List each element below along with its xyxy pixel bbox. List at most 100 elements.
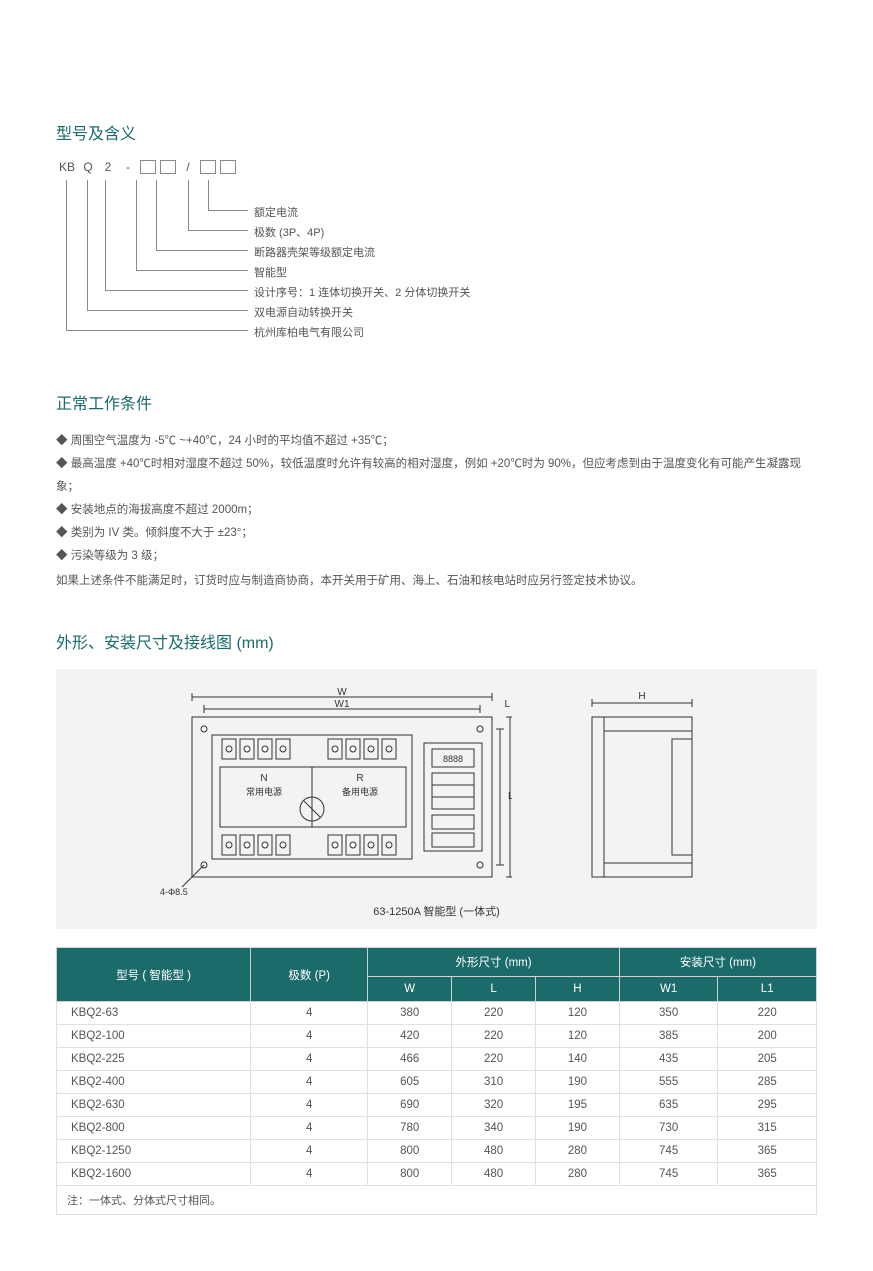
th-mount: 安装尺寸 (mm) [619, 948, 816, 977]
legend-label: 杭州库柏电气有限公司 [254, 324, 364, 340]
table-row: KBQ2-2254466220140435205 [57, 1048, 817, 1071]
table-cell: 190 [536, 1071, 620, 1094]
model-code-row: KB Q 2 - / [56, 160, 817, 174]
table-cell: KBQ2-100 [57, 1025, 251, 1048]
condition-text: 污染等级为 3 级； [71, 550, 164, 562]
th-model: 型号 ( 智能型 ) [57, 948, 251, 1002]
table-cell: 220 [452, 1048, 536, 1071]
table-cell: 220 [718, 1002, 817, 1025]
label-N: N [260, 773, 267, 784]
th-H: H [536, 977, 620, 1002]
table-cell: 555 [619, 1071, 718, 1094]
table-cell: 385 [619, 1025, 718, 1048]
model-meaning-section: 型号及含义 KB Q 2 - / 额定电流 极数 (3P、4P) 断路器壳架等级… [56, 120, 817, 350]
table-row: KBQ2-1004420220120385200 [57, 1025, 817, 1048]
table-cell: 4 [251, 1048, 368, 1071]
placeholder-box [140, 160, 156, 174]
table-cell: 690 [368, 1094, 452, 1117]
table-cell: 380 [368, 1002, 452, 1025]
table-cell: 4 [251, 1094, 368, 1117]
svg-text:8888: 8888 [442, 754, 462, 764]
table-cell: 4 [251, 1140, 368, 1163]
condition-item: ◆ 最高温度 +40℃时相对湿度不超过 50%，较低温度时允许有较高的相对湿度，… [56, 453, 817, 499]
condition-text: 周围空气温度为 -5℃ ~+40℃，24 小时的平均值不超过 +35℃； [71, 435, 394, 447]
table-cell: 4 [251, 1025, 368, 1048]
code-kb: KB [56, 160, 78, 174]
table-cell: 466 [368, 1048, 452, 1071]
table-cell: 280 [536, 1140, 620, 1163]
condition-item: ◆ 类别为 IV 类。倾斜度不大于 ±23°； [56, 522, 817, 545]
th-outer: 外形尺寸 (mm) [368, 948, 620, 977]
figure-caption: 63-1250A 智能型 (一体式) [56, 903, 817, 919]
code-2: 2 [98, 160, 118, 174]
placeholder-box [200, 160, 216, 174]
table-cell: 635 [619, 1094, 718, 1117]
table-row: KBQ2-16004800480280745365 [57, 1163, 817, 1186]
table-cell: 605 [368, 1071, 452, 1094]
table-cell: 4 [251, 1163, 368, 1186]
table-row: KBQ2-634380220120350220 [57, 1002, 817, 1025]
condition-item: ◆ 污染等级为 3 级； [56, 545, 817, 568]
table-cell: 220 [452, 1025, 536, 1048]
table-row: KBQ2-6304690320195635295 [57, 1094, 817, 1117]
section-title: 正常工作条件 [56, 390, 817, 414]
hole-label: 4-Φ8.5 [160, 887, 188, 897]
table-cell: KBQ2-400 [57, 1071, 251, 1094]
table-cell: 280 [536, 1163, 620, 1186]
legend-label: 智能型 [254, 264, 287, 280]
th-W1: W1 [619, 977, 718, 1002]
table-cell: 200 [718, 1025, 817, 1048]
table-cell: 4 [251, 1071, 368, 1094]
table-cell: 190 [536, 1117, 620, 1140]
code-legend-diagram: 额定电流 极数 (3P、4P) 断路器壳架等级额定电流 智能型 设计序号：1 连… [56, 180, 817, 350]
table-cell: 4 [251, 1117, 368, 1140]
table-cell: 140 [536, 1048, 620, 1071]
table-cell: 205 [718, 1048, 817, 1071]
table-cell: 435 [619, 1048, 718, 1071]
side-view-svg: H [572, 687, 722, 897]
legend-label: 额定电流 [254, 204, 298, 220]
dimension-figure: W W1 [56, 669, 817, 929]
condition-item: ◆ 安装地点的海拔高度不超过 2000m； [56, 499, 817, 522]
table-cell: 120 [536, 1002, 620, 1025]
table-cell: KBQ2-1250 [57, 1140, 251, 1163]
table-cell: 730 [619, 1117, 718, 1140]
table-cell: 4 [251, 1002, 368, 1025]
table-cell: 365 [718, 1140, 817, 1163]
dim-W: W [337, 687, 347, 698]
dim-H: H [638, 691, 645, 702]
table-row: KBQ2-4004605310190555285 [57, 1071, 817, 1094]
table-cell: 120 [536, 1025, 620, 1048]
th-poles: 极数 (P) [251, 948, 368, 1002]
table-cell: 420 [368, 1025, 452, 1048]
table-cell: KBQ2-800 [57, 1117, 251, 1140]
table-cell: KBQ2-225 [57, 1048, 251, 1071]
table-cell: KBQ2-1600 [57, 1163, 251, 1186]
code-q: Q [78, 160, 98, 174]
placeholder-box [160, 160, 176, 174]
th-L: L [452, 977, 536, 1002]
section-title: 外形、安装尺寸及接线图 (mm) [56, 629, 817, 653]
table-cell: 195 [536, 1094, 620, 1117]
legend-label: 双电源自动转换开关 [254, 304, 353, 320]
table-row: KBQ2-12504800480280745365 [57, 1140, 817, 1163]
table-cell: 800 [368, 1140, 452, 1163]
front-view-svg: W W1 [152, 687, 512, 897]
table-cell: 310 [452, 1071, 536, 1094]
code-dash: - [118, 160, 138, 174]
label-R-text: 备用电源 [341, 786, 377, 797]
condition-text: 类别为 IV 类。倾斜度不大于 ±23°； [71, 527, 253, 539]
conditions-section: 正常工作条件 ◆ 周围空气温度为 -5℃ ~+40℃，24 小时的平均值不超过 … [56, 390, 817, 593]
condition-text: 安装地点的海拔高度不超过 2000m； [71, 504, 259, 516]
label-R: R [356, 773, 363, 784]
table-cell: 220 [452, 1002, 536, 1025]
condition-note: 如果上述条件不能满足时，订货时应与制造商协商，本开关用于矿用、海上、石油和核电站… [56, 570, 817, 593]
table-cell: 295 [718, 1094, 817, 1117]
legend-label: 极数 (3P、4P) [254, 224, 324, 240]
table-cell: 350 [619, 1002, 718, 1025]
table-cell: 480 [452, 1163, 536, 1186]
code-slash: / [178, 160, 198, 174]
table-cell: 340 [452, 1117, 536, 1140]
table-cell: 320 [452, 1094, 536, 1117]
table-cell: 745 [619, 1163, 718, 1186]
